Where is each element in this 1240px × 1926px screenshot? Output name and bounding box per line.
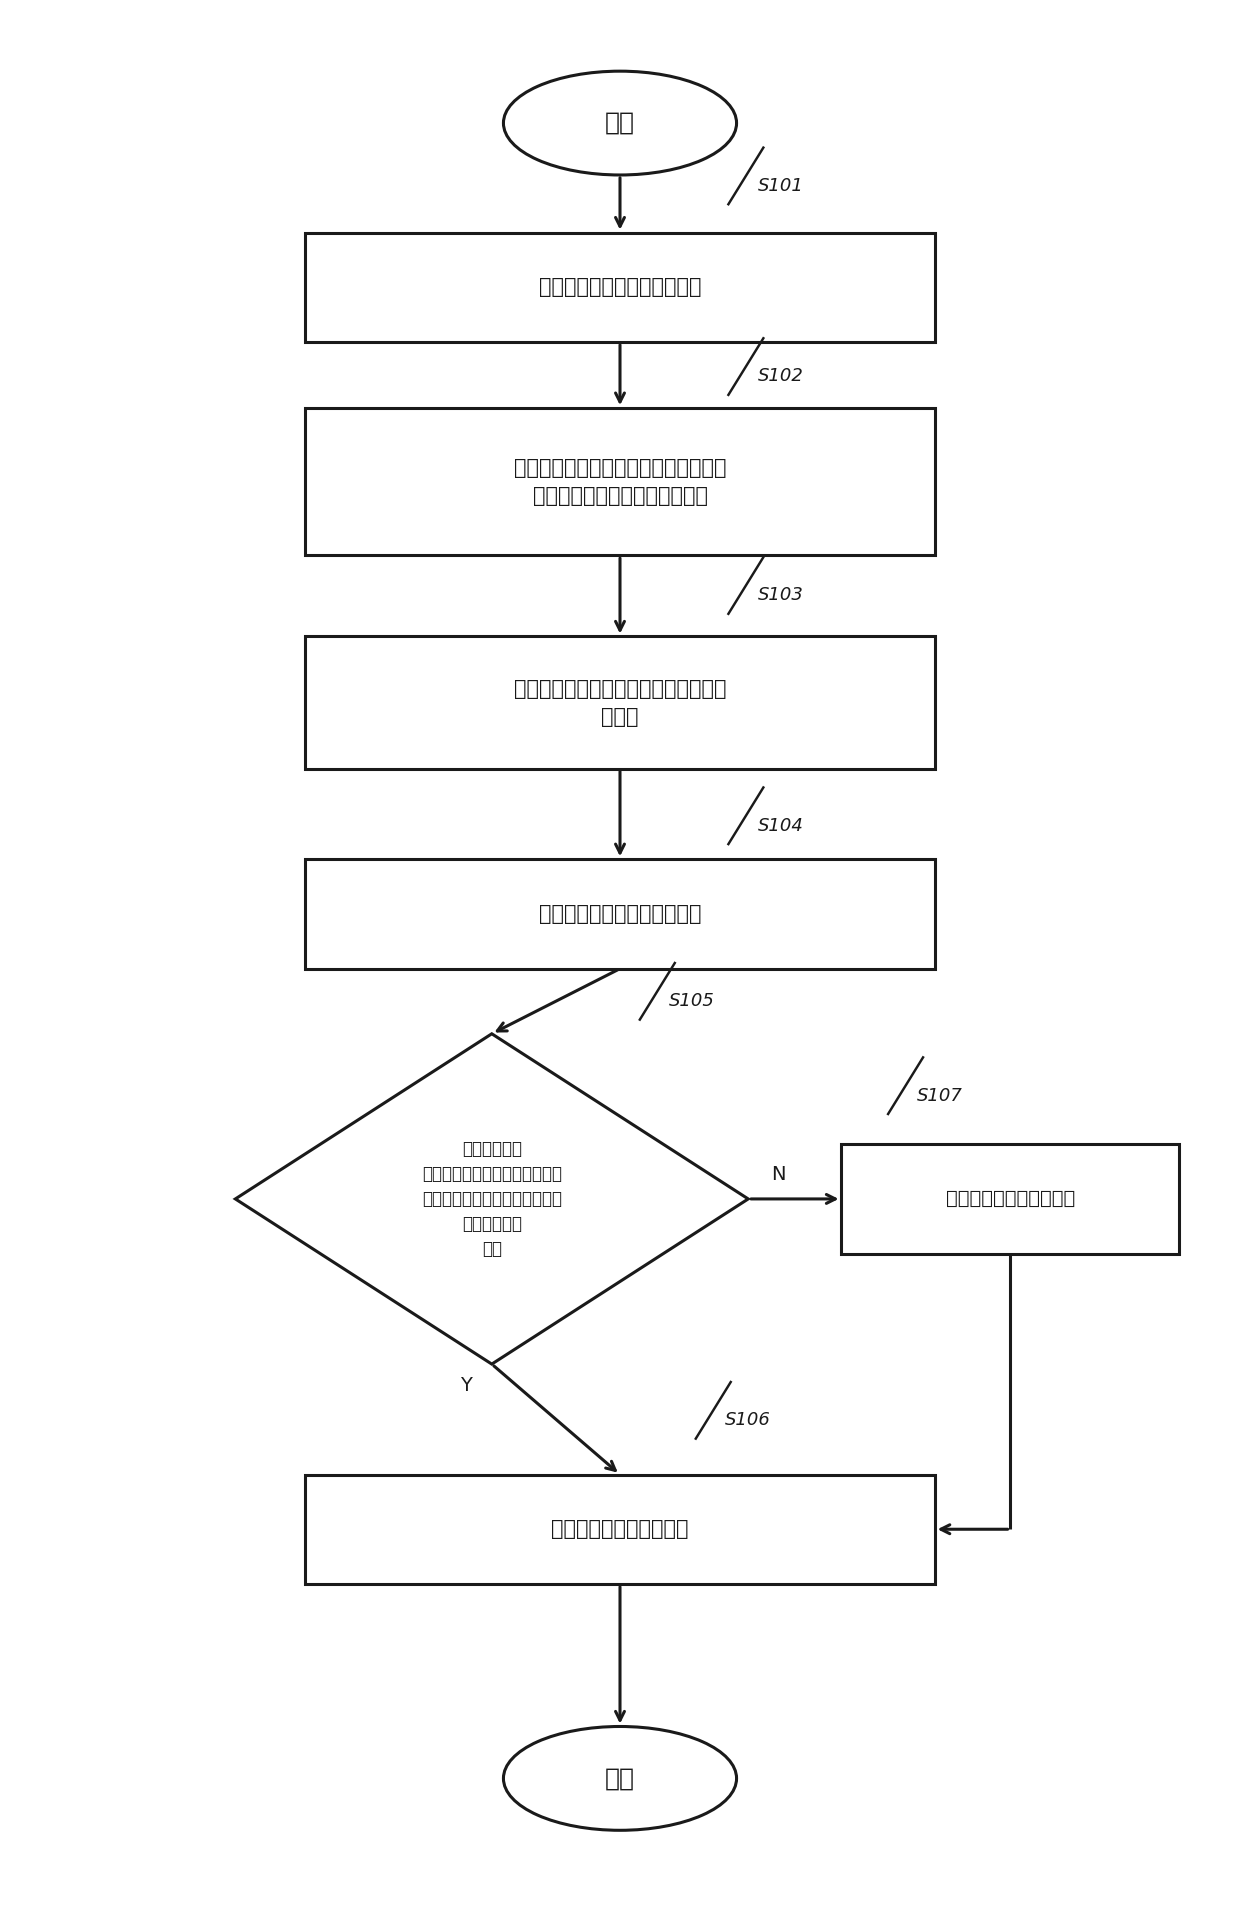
FancyBboxPatch shape <box>305 1475 935 1583</box>
Ellipse shape <box>503 1726 737 1830</box>
Text: S102: S102 <box>758 368 804 385</box>
Text: 客户端向服务器发送访问请求: 客户端向服务器发送访问请求 <box>538 277 702 297</box>
FancyBboxPatch shape <box>842 1144 1179 1254</box>
Text: 服务器生成第四展示信息: 服务器生成第四展示信息 <box>946 1190 1075 1208</box>
FancyBboxPatch shape <box>305 859 935 969</box>
Text: 客户端从服务器上获取展示页面并向用
户展示: 客户端从服务器上获取展示页面并向用 户展示 <box>513 678 727 726</box>
Ellipse shape <box>503 71 737 175</box>
Text: S105: S105 <box>668 992 714 1009</box>
FancyBboxPatch shape <box>305 233 935 343</box>
Text: S103: S103 <box>758 586 804 605</box>
Text: 开始: 开始 <box>605 112 635 135</box>
Text: 客户端向服务器发送提现请求: 客户端向服务器发送提现请求 <box>538 903 702 924</box>
Text: Y: Y <box>460 1377 472 1394</box>
Text: 服务器生成第三展示信息: 服务器生成第三展示信息 <box>552 1520 688 1539</box>
FancyBboxPatch shape <box>305 408 935 555</box>
Text: S107: S107 <box>918 1086 963 1104</box>
Polygon shape <box>236 1034 748 1364</box>
Text: S106: S106 <box>725 1412 771 1429</box>
Text: 服务器响应于访问请求，基于用户的当
前用户等级生成相应的展示页面: 服务器响应于访问请求，基于用户的当 前用户等级生成相应的展示页面 <box>513 458 727 507</box>
FancyBboxPatch shape <box>305 636 935 768</box>
Text: 服务器响应于
上述的提现请求，判断当日实际
提现总额是否大于或等于预设的
当日提现总额
阈值: 服务器响应于 上述的提现请求，判断当日实际 提现总额是否大于或等于预设的 当日提… <box>422 1140 562 1258</box>
Text: S101: S101 <box>758 177 804 195</box>
Text: S104: S104 <box>758 817 804 834</box>
Text: N: N <box>771 1165 786 1184</box>
Text: 结束: 结束 <box>605 1766 635 1791</box>
